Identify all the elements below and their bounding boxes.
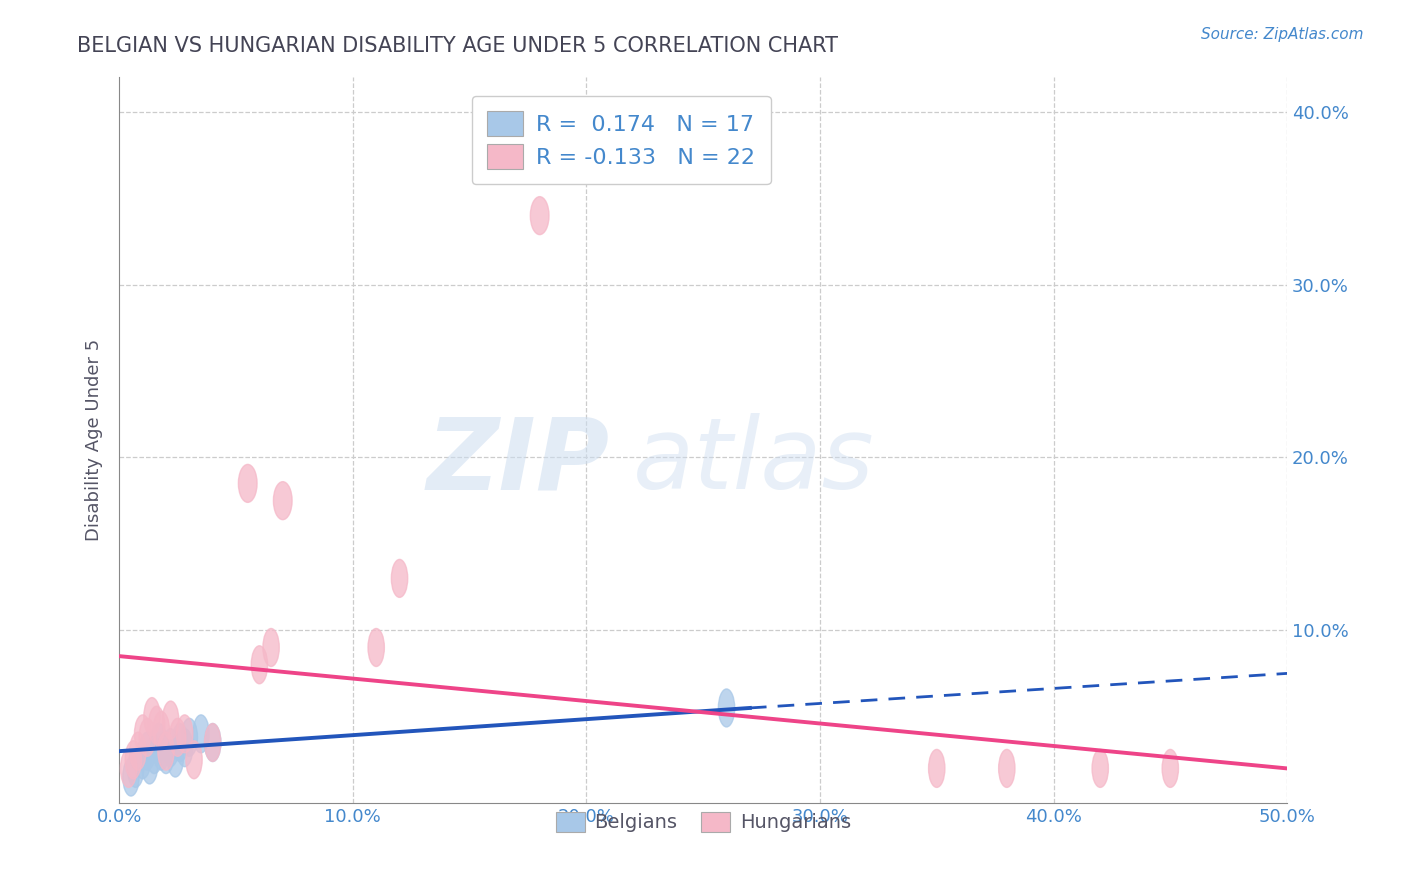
Text: ZIP: ZIP [427, 414, 610, 510]
Ellipse shape [139, 718, 156, 756]
Ellipse shape [204, 723, 221, 762]
Ellipse shape [150, 723, 167, 762]
Text: BELGIAN VS HUNGARIAN DISABILITY AGE UNDER 5 CORRELATION CHART: BELGIAN VS HUNGARIAN DISABILITY AGE UNDE… [77, 36, 838, 55]
Ellipse shape [181, 718, 197, 756]
Ellipse shape [129, 732, 146, 770]
Ellipse shape [153, 732, 170, 770]
Ellipse shape [718, 689, 735, 727]
Ellipse shape [170, 718, 186, 756]
Ellipse shape [125, 740, 142, 779]
Ellipse shape [1163, 749, 1178, 788]
Ellipse shape [204, 723, 221, 762]
Ellipse shape [186, 740, 202, 779]
Ellipse shape [530, 196, 548, 235]
Legend: Belgians, Hungarians: Belgians, Hungarians [544, 800, 862, 844]
Ellipse shape [157, 732, 174, 770]
Ellipse shape [163, 701, 179, 739]
Ellipse shape [252, 646, 267, 684]
Ellipse shape [128, 749, 143, 788]
Text: Source: ZipAtlas.com: Source: ZipAtlas.com [1201, 27, 1364, 42]
Ellipse shape [157, 736, 174, 773]
Ellipse shape [163, 729, 179, 767]
Ellipse shape [135, 714, 150, 753]
Ellipse shape [177, 729, 193, 767]
Ellipse shape [391, 559, 408, 598]
Ellipse shape [121, 749, 136, 788]
Ellipse shape [368, 629, 384, 666]
Ellipse shape [143, 698, 160, 736]
Ellipse shape [193, 714, 209, 753]
Ellipse shape [135, 740, 150, 779]
Ellipse shape [273, 482, 292, 520]
Ellipse shape [239, 465, 257, 502]
Ellipse shape [177, 714, 193, 753]
Ellipse shape [153, 712, 170, 749]
Ellipse shape [263, 629, 280, 666]
Ellipse shape [167, 739, 184, 777]
Ellipse shape [928, 749, 945, 788]
Ellipse shape [139, 732, 156, 770]
Ellipse shape [142, 746, 157, 784]
Ellipse shape [146, 736, 163, 773]
Text: atlas: atlas [633, 414, 875, 510]
Y-axis label: Disability Age Under 5: Disability Age Under 5 [86, 339, 103, 541]
Ellipse shape [149, 706, 165, 744]
Ellipse shape [1092, 749, 1108, 788]
Ellipse shape [122, 758, 139, 796]
Ellipse shape [172, 723, 188, 762]
Ellipse shape [998, 749, 1015, 788]
